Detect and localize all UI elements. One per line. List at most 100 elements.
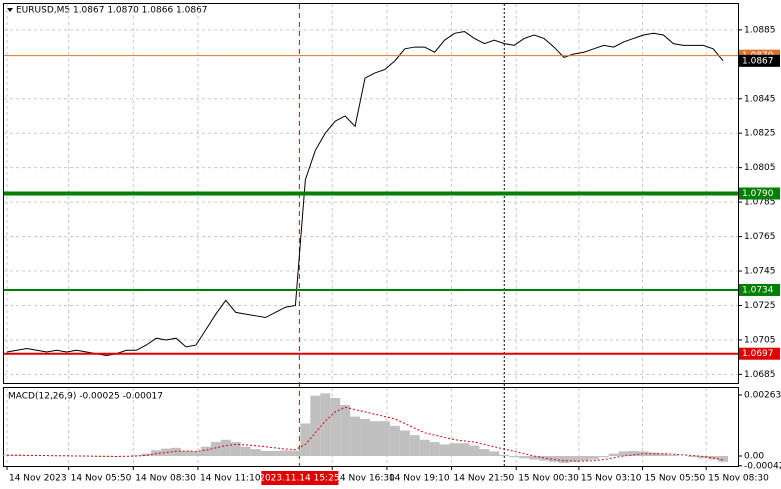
x-tick-label: 14 Nov 21:50 bbox=[454, 474, 515, 484]
x-tick-label: 14 Nov 11:10 bbox=[200, 474, 261, 484]
macd-bar bbox=[539, 456, 550, 461]
y-tick-label: 1.0785 bbox=[744, 198, 776, 208]
macd-bar bbox=[220, 439, 231, 457]
y-tick-label: -0.00042 bbox=[744, 461, 781, 471]
x-tick-label: 15 Nov 05:50 bbox=[645, 474, 706, 484]
macd-bar bbox=[379, 421, 390, 457]
last-price-tag bbox=[739, 54, 780, 67]
macd-bar bbox=[489, 451, 500, 457]
macd-bar bbox=[300, 423, 311, 457]
level-tag bbox=[739, 187, 780, 200]
macd-bar bbox=[529, 456, 540, 460]
macd-bar bbox=[688, 456, 699, 458]
level-label: 1.0697 bbox=[742, 349, 774, 359]
macd-bar bbox=[588, 456, 599, 460]
macd-bar bbox=[598, 456, 609, 458]
macd-bar bbox=[360, 418, 371, 457]
macd-bar bbox=[310, 395, 321, 457]
level-label: 1.0790 bbox=[742, 189, 774, 199]
macd-bar bbox=[439, 444, 450, 457]
macd-bar bbox=[718, 456, 729, 462]
macd-bar bbox=[429, 442, 440, 457]
macd-bar bbox=[399, 430, 410, 457]
x-tick-label: 15 Nov 03:10 bbox=[581, 474, 642, 484]
y-tick-label: 1.0705 bbox=[744, 335, 776, 345]
x-tick-label: 14 Nov 05:50 bbox=[71, 474, 132, 484]
macd-bar bbox=[479, 449, 490, 457]
x-tick-label: 15 Nov 00:30 bbox=[518, 474, 579, 484]
last-price-label: 1.0867 bbox=[742, 56, 774, 66]
macd-bar bbox=[190, 451, 201, 457]
y-tick-label: 1.0825 bbox=[744, 129, 776, 139]
macd-bar bbox=[200, 446, 211, 457]
macd-bar bbox=[648, 452, 659, 457]
macd-bar bbox=[250, 449, 261, 457]
macd-bar bbox=[290, 450, 301, 457]
macd-bar bbox=[161, 448, 172, 457]
chart-title: EURUSD,M5 1.0867 1.0870 1.0866 1.0867 bbox=[16, 6, 208, 16]
price-line bbox=[6, 31, 724, 356]
macd-bar bbox=[698, 456, 709, 459]
macd-title: MACD(12,26,9) -0.00025 -0.00017 bbox=[8, 392, 163, 402]
y-tick-label: 0.00263 bbox=[744, 390, 781, 400]
x-tick-label: 15 Nov 08:30 bbox=[708, 474, 769, 484]
macd-bar bbox=[171, 447, 182, 457]
macd-bar bbox=[459, 443, 470, 457]
y-tick-label: 1.0805 bbox=[744, 163, 776, 173]
y-tick-label: 1.0745 bbox=[744, 267, 776, 277]
macd-bar bbox=[578, 456, 589, 461]
macd-bar bbox=[409, 435, 420, 457]
x-tick-label: 14 Nov 19:10 bbox=[389, 474, 450, 484]
macd-bar bbox=[230, 442, 241, 457]
y-tick-label: 1.0725 bbox=[744, 301, 776, 311]
macd-bar bbox=[240, 446, 251, 457]
y-tick-label: 1.0885 bbox=[744, 25, 776, 35]
macd-bar bbox=[419, 439, 430, 457]
time-marker-label: 2023.11.14 15:25 bbox=[259, 474, 339, 484]
level-tag bbox=[739, 347, 780, 360]
macd-bar bbox=[568, 456, 579, 462]
macd-bar bbox=[270, 450, 281, 457]
macd-bar bbox=[549, 456, 560, 462]
macd-bar bbox=[628, 450, 639, 457]
x-tick-label: 14 Nov 08:30 bbox=[135, 474, 196, 484]
macd-bar bbox=[608, 453, 619, 457]
signal-line bbox=[6, 406, 724, 462]
y-tick-label: 0.00 bbox=[744, 452, 764, 462]
macd-bar bbox=[519, 456, 530, 459]
macd-bar bbox=[389, 425, 400, 457]
time-marker-tag bbox=[261, 471, 339, 485]
menu-arrow[interactable] bbox=[7, 8, 13, 12]
macd-bar bbox=[210, 442, 221, 457]
macd-pane bbox=[3, 387, 739, 467]
macd-bar bbox=[668, 454, 679, 457]
macd-bar bbox=[1, 455, 12, 457]
macd-bar bbox=[369, 421, 380, 457]
macd-bar bbox=[558, 456, 569, 463]
macd-bar bbox=[350, 416, 361, 457]
level-label: 1.0734 bbox=[742, 285, 774, 295]
macd-bar bbox=[181, 450, 192, 457]
y-tick-label: 1.0845 bbox=[744, 94, 776, 104]
price-pane bbox=[3, 3, 739, 384]
macd-bar bbox=[618, 451, 629, 457]
x-tick-label: 14 Nov 2023 bbox=[9, 474, 67, 484]
macd-bar bbox=[658, 453, 669, 457]
macd-bar bbox=[340, 404, 351, 457]
macd-bar bbox=[638, 451, 649, 457]
macd-bar bbox=[469, 445, 480, 457]
macd-bar bbox=[449, 443, 460, 457]
macd-bar bbox=[141, 453, 152, 457]
macd-bar bbox=[260, 450, 271, 457]
macd-bar bbox=[101, 456, 112, 457]
x-tick-label: 14 Nov 16:30 bbox=[334, 474, 395, 484]
macd-bar bbox=[330, 397, 341, 457]
y-tick-label: 1.0765 bbox=[744, 232, 776, 242]
macd-bar bbox=[509, 456, 520, 458]
macd-bar bbox=[151, 450, 162, 457]
macd-bar bbox=[280, 450, 291, 457]
level-tag bbox=[739, 283, 780, 296]
